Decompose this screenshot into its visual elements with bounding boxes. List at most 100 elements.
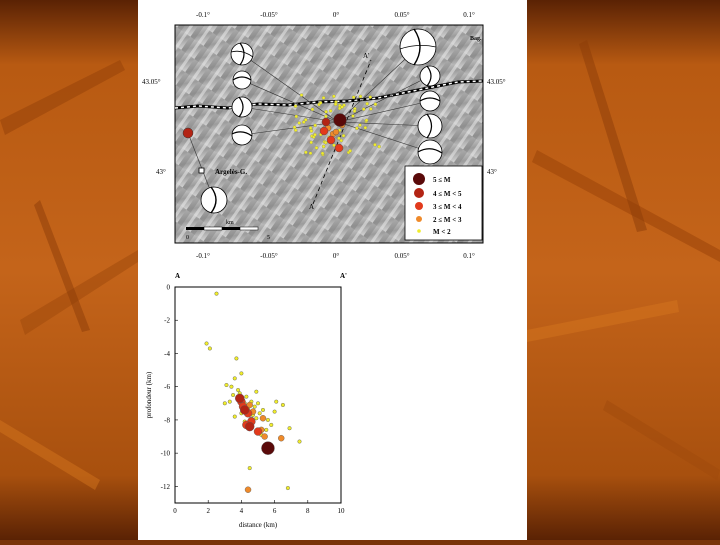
scale-five: 5: [267, 235, 270, 241]
epicenter-small: [368, 95, 373, 99]
magnitude-legend: 5 ≤ M 4 ≤ M < 5 3 ≤ M < 4 2 ≤ M < 3 M < …: [404, 165, 483, 241]
epicenter-small: [340, 105, 344, 109]
hypocenter-point-m1: [247, 466, 252, 471]
epicenter-small: [294, 114, 299, 119]
lat-tick-label: 43.05°: [142, 78, 161, 86]
epicenter-small: [320, 151, 325, 156]
focal-mechanism-icon: [230, 42, 254, 66]
hypocenter-point-m1: [232, 414, 237, 419]
leaf-pattern-right: [527, 0, 720, 540]
epicenter-small: [365, 101, 369, 106]
bottom-tick-label: -0.05°: [260, 252, 278, 260]
seismicity-map: -0.1° -0.05° 0° 0.05° 0.1° -0.1° -0.05° …: [142, 11, 506, 260]
epicenter-m2: [332, 128, 340, 136]
bottom-tick-label: -0.1°: [196, 252, 210, 260]
hypocenter-point-m1: [222, 401, 227, 406]
map-bottom-ticks: -0.1° -0.05° 0° 0.05° 0.1°: [196, 252, 475, 260]
epicenter-m3: [326, 135, 336, 145]
epicenter-small: [313, 132, 317, 137]
plot-frame: [174, 286, 342, 504]
hypocenter-point-m1: [255, 401, 260, 406]
epicenter-small: [299, 93, 304, 97]
profile-end-label: A': [363, 52, 369, 60]
epicenter-small: [377, 144, 381, 149]
epicenter-small: [303, 118, 308, 122]
epicenter-small: [292, 125, 297, 129]
legend-marker-m3: [415, 202, 423, 210]
legend-label: M < 2: [433, 228, 451, 236]
hypocenter-point-m1: [265, 417, 270, 422]
bottom-tick-label: 0.05°: [394, 252, 409, 260]
x-axis-label: distance (km): [239, 521, 278, 529]
hypocenter-point-m1: [207, 346, 212, 351]
top-tick-label: -0.1°: [196, 11, 210, 19]
section-label-right: A': [340, 272, 347, 280]
scale-label: km: [226, 220, 234, 226]
epicenter-small: [352, 109, 357, 113]
lat-tick-label: 43°: [156, 168, 166, 176]
legend-label: 5 ≤ M: [433, 176, 451, 184]
focal-mechanism-icon: [399, 28, 437, 66]
y-axis-label: profondeur (km): [145, 371, 153, 418]
epicenter-small: [309, 129, 314, 133]
legend-marker-m4: [414, 188, 424, 198]
figure-canvas: -0.1° -0.05° 0° 0.05° 0.1° -0.1° -0.05° …: [142, 11, 506, 529]
focal-mechanism-icon: [231, 96, 253, 118]
focal-mechanism-icon: [417, 113, 443, 139]
epicenter-small: [309, 140, 313, 145]
epicenter-small: [364, 118, 369, 123]
focal-mechanism-icon: [419, 65, 441, 87]
epicenter-m3: [334, 143, 344, 153]
epicenter-small: [302, 120, 306, 124]
legend-label: 2 ≤ M < 3: [433, 216, 462, 224]
focal-mechanism-icon: [231, 124, 253, 146]
focal-mechanism-icon: [200, 186, 228, 214]
scale-zero: 0: [186, 235, 189, 241]
x-axis: 0 2 4 6 8 10: [173, 500, 345, 515]
lat-tick-label: 43.05°: [487, 78, 506, 86]
hypocenter-point-m2: [244, 486, 252, 493]
hypocenter-point-m1: [227, 399, 232, 404]
map-top-ticks: -0.1° -0.05° 0° 0.05° 0.1°: [196, 11, 475, 19]
hypocenter-point-m4: [235, 393, 245, 404]
hypocenter-point-m1: [204, 341, 209, 346]
decorative-side-right: [527, 0, 720, 540]
focal-mechanism-icon: [419, 90, 441, 112]
hypocenter-point-m1: [231, 393, 236, 398]
epicenter-small: [332, 143, 336, 148]
epicenter-small: [348, 149, 352, 153]
epicenter-small: [324, 114, 328, 119]
legend-marker-m2: [416, 216, 422, 222]
hypocenter-point-m1: [232, 376, 237, 381]
epicenter-small: [310, 107, 315, 112]
hypocenter-point-m2: [278, 435, 285, 442]
epicenter-small: [308, 151, 313, 155]
border-line-dash: [174, 80, 484, 109]
epicenter-small: [297, 121, 302, 125]
epicenter-m3: [319, 126, 329, 136]
town-square-icon: [198, 167, 205, 174]
town-label-bag: Bag.: [470, 36, 482, 42]
epicenter-small: [351, 95, 356, 99]
epicenter-small: [314, 146, 319, 150]
epicenter-small: [321, 144, 326, 149]
hypocenter-point-m1: [264, 427, 269, 432]
hypocenter-point-m3: [253, 427, 263, 436]
epicenter-small: [361, 107, 366, 111]
y-tick-label: -6: [164, 383, 170, 391]
bottom-tick-label: 0°: [333, 252, 340, 260]
hypocenter-point-m1: [236, 388, 241, 393]
epicenter-small: [318, 101, 323, 105]
epicenter-isolated: [182, 127, 194, 139]
legend-label: 4 ≤ M < 5: [433, 190, 462, 198]
hypocenter-point-m1: [244, 394, 249, 399]
y-tick-label: -2: [164, 317, 170, 325]
epicenter-small: [369, 107, 373, 111]
leaf-pattern-left: [0, 0, 138, 540]
focal-mechanism-icon: [417, 139, 443, 165]
hypocenter-point-m4: [240, 405, 250, 415]
y-tick-label: -8: [164, 416, 170, 424]
hypocenter-point-m1: [239, 371, 244, 376]
section-label-left: A: [175, 272, 180, 280]
decorative-side-left: [0, 0, 138, 540]
